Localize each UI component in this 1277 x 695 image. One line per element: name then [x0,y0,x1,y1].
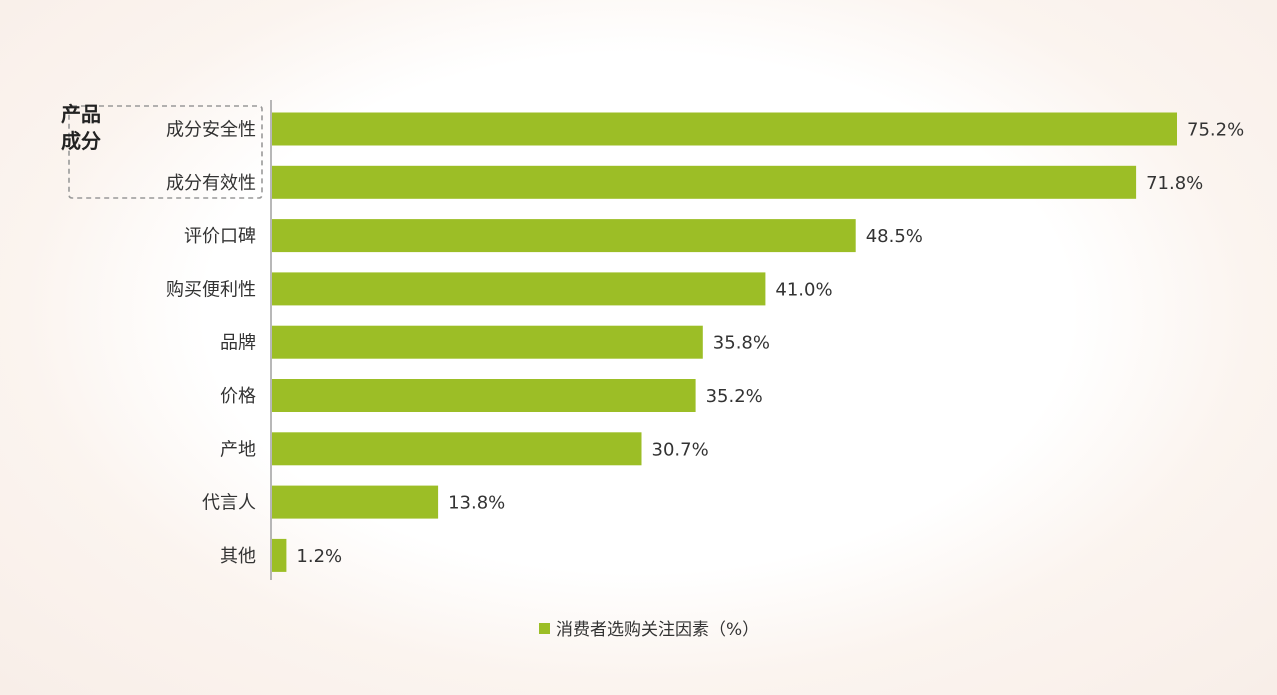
bar-4 [272,272,766,306]
category-label-4: 购买便利性 [166,279,256,300]
category-label-7: 产地 [220,439,256,460]
legend-swatch [539,623,550,634]
value-label-9: 1.2% [296,546,342,567]
bar-1 [272,112,1177,146]
value-label-7: 30.7% [652,439,709,460]
category-label-2: 成分有效性 [166,173,256,194]
value-label-6: 35.2% [706,386,763,407]
bars-group [272,112,1177,572]
value-label-3: 48.5% [866,226,923,247]
category-label-3: 评价口碑 [184,226,256,247]
value-label-1: 75.2% [1187,120,1244,141]
category-label-9: 其他 [220,546,256,567]
category-label-5: 品牌 [220,333,256,354]
bar-6 [272,379,696,412]
group-label-line2: 成分 [61,129,101,153]
value-label-4: 41.0% [775,279,832,300]
legend: 消费者选购关注因素（%） [539,620,759,640]
group-box [68,105,263,199]
bar-5 [272,325,703,359]
value-label-2: 71.8% [1146,173,1203,194]
bar-7 [272,432,642,466]
category-label-6: 价格 [220,386,256,407]
bar-2 [272,165,1137,199]
value-label-5: 35.8% [713,333,770,354]
value-labels: 75.2% 71.8% 48.5% 41.0% 35.8% 35.2% 30.7% 13.8%… [296,120,1244,567]
category-label-8: 代言人 [202,493,256,514]
legend-text: 消费者选购关注因素（%） [556,620,759,640]
bar-9 [272,538,287,572]
value-label-8: 13.8% [448,493,505,514]
bar-3 [272,219,856,253]
bar-8 [272,485,439,519]
group-label-line1: 产品 [61,102,101,126]
category-label-1: 成分安全性 [166,120,256,141]
